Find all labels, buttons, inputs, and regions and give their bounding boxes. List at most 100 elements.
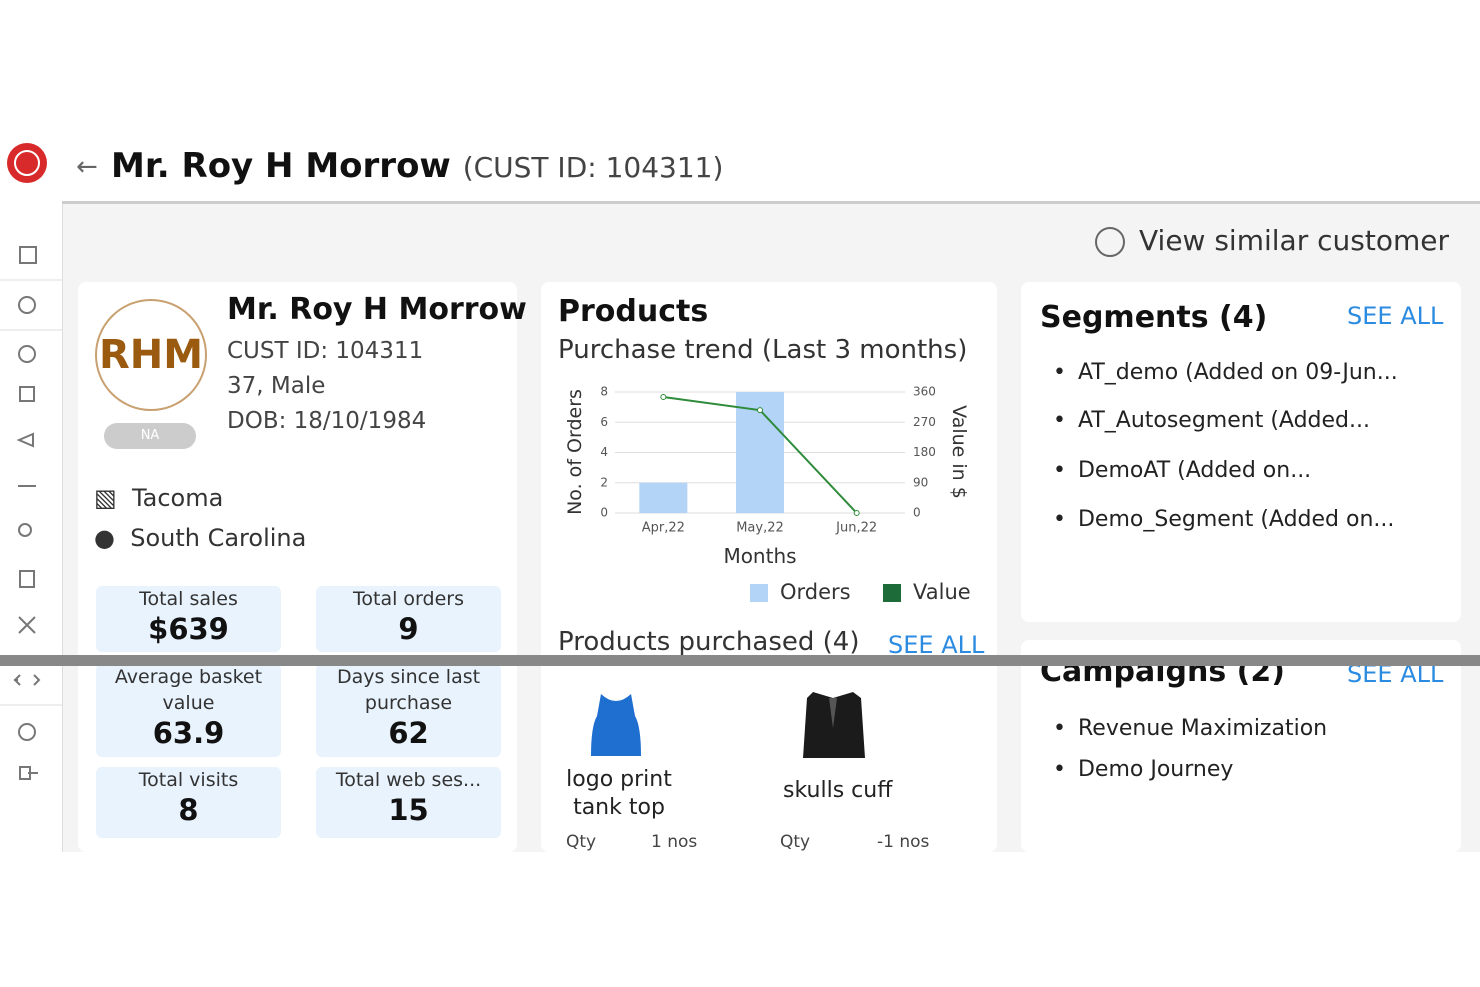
qty: -1 nos <box>877 832 930 852</box>
y2-axis-label: Value in $ <box>948 405 970 499</box>
product-name: logo print tank top <box>566 767 672 820</box>
x-tick-label: Apr,22 <box>642 521 685 536</box>
sidebar-icons <box>0 143 62 780</box>
segment-item: AT_demo (Added on 09-Jun... <box>1053 360 1398 385</box>
see-all[interactable]: SEE ALL <box>1347 302 1444 330</box>
stat-value: 9 <box>398 612 419 646</box>
sidebar <box>0 135 63 852</box>
capture-seam <box>0 655 1480 666</box>
legend-label: Orders <box>780 580 851 604</box>
product-image <box>591 694 641 756</box>
bar <box>639 482 688 513</box>
stat: Days since last purchase 62 <box>316 664 501 757</box>
segments-title: Segments (4) <box>1040 300 1268 335</box>
stat-value: 8 <box>178 793 199 827</box>
profile-age: 37, Male <box>227 373 326 399</box>
customer-id: (CUST ID: 104311) <box>462 151 724 184</box>
stat-value: $639 <box>148 612 229 646</box>
campaigns-card: Campaigns (2) SEE ALL Revenue Maximizati… <box>1021 640 1461 852</box>
y2-tick-label: 0 <box>913 506 921 520</box>
seam-cover <box>541 666 997 674</box>
icon <box>1095 227 1125 257</box>
stat: Total orders 9 <box>316 586 501 652</box>
stat-label: Total orders <box>353 588 464 610</box>
nav-icon[interactable] <box>16 432 34 448</box>
city-text: Tacoma <box>131 484 224 512</box>
nav-icon[interactable] <box>18 345 36 363</box>
segments-card: Segments (4) SEE ALL AT_demo (Added on 0… <box>1021 282 1461 622</box>
state-text: South Carolina <box>130 524 307 552</box>
legend-swatch <box>750 584 768 602</box>
stat: Total sales $639 <box>96 586 281 652</box>
x-axis-label: Months <box>723 544 796 568</box>
campaign-item: Demo Journey <box>1053 757 1233 782</box>
stat-value: 63.9 <box>152 716 225 750</box>
view-similar[interactable]: View similar customer <box>1095 224 1449 257</box>
logo[interactable] <box>7 143 47 183</box>
value-point <box>853 510 860 516</box>
nav-icon[interactable] <box>19 766 38 780</box>
y2-tick-label: 180 <box>913 445 936 459</box>
see-all[interactable]: SEE ALL <box>888 631 985 659</box>
profile-id: CUST ID: 104311 <box>227 338 424 364</box>
y-axis-label: No. of Orders <box>564 389 586 515</box>
segment-item: DemoAT (Added on... <box>1053 458 1311 483</box>
products-card: Products Purchase trend (Last 3 months) … <box>541 282 997 852</box>
y2-tick-label: 360 <box>913 385 936 399</box>
products-purchased-title: Products purchased (4) <box>558 627 860 657</box>
avatar: RHM <box>95 299 207 411</box>
nav-icon[interactable] <box>19 386 35 402</box>
y-tick-label: 2 <box>600 475 608 489</box>
nav-icon[interactable] <box>18 723 36 741</box>
city: ▧ Tacoma <box>94 484 224 512</box>
stat: Total visits 8 <box>96 767 281 838</box>
nav-icon[interactable] <box>18 296 36 314</box>
profile-name: Mr. Roy H Morrow <box>227 292 527 327</box>
product-image <box>803 692 865 758</box>
stat-value: 62 <box>388 716 429 750</box>
stat-label: Average basket value <box>114 666 263 714</box>
nav-icon[interactable] <box>19 246 37 264</box>
header-bar <box>62 135 1480 204</box>
x-tick-label: Jun,22 <box>835 521 877 536</box>
nav-icon[interactable] <box>19 570 35 588</box>
qty: 1 nos <box>651 832 698 852</box>
y2-tick-label: 270 <box>913 415 936 429</box>
segment-item: Demo_Segment (Added on... <box>1053 507 1394 532</box>
stat-label: Days since last purchase <box>336 666 481 714</box>
stat-label: Total sales <box>139 588 238 610</box>
legend-swatch <box>883 584 901 602</box>
nav-icon[interactable] <box>18 616 36 634</box>
segment-item: AT_Autosegment (Added... <box>1053 408 1370 433</box>
state: ● South Carolina <box>94 524 307 552</box>
value-point <box>757 407 763 414</box>
stat: Total web ses... 15 <box>316 767 501 838</box>
y-tick-label: 4 <box>600 445 608 459</box>
back-button[interactable]: ← <box>76 152 98 182</box>
y-tick-label: 6 <box>600 415 608 429</box>
chart: 0 2 4 6 8 0 90 180 270 360 No. of Orders Value in $… <box>564 385 971 605</box>
y-tick-label: 8 <box>600 385 608 399</box>
stat-label: Total visits <box>138 769 239 791</box>
nav-icon[interactable] <box>13 674 41 686</box>
qty-label: Qty <box>780 832 811 852</box>
customer-name: Mr. Roy H Morrow <box>111 146 451 186</box>
y2-tick-label: 90 <box>913 475 928 489</box>
campaign-item: Revenue Maximization <box>1053 716 1327 741</box>
products-title: Products <box>558 294 709 329</box>
profile-card: RHM NA Mr. Roy H Morrow CUST ID: 104311 … <box>78 282 527 852</box>
value-point <box>660 394 667 401</box>
nav-icon[interactable] <box>18 523 32 537</box>
product-name: skulls cuff <box>783 778 893 803</box>
qty-label: Qty <box>566 832 597 852</box>
legend-label: Value <box>913 580 971 604</box>
stat-label: Total web ses... <box>335 769 482 791</box>
badge: NA <box>104 423 196 449</box>
view-similar-text: View similar customer <box>1139 224 1449 257</box>
y-tick-label: 0 <box>600 506 608 520</box>
profile-dob: DOB: 18/10/1984 <box>227 408 427 434</box>
x-tick-label: May,22 <box>736 521 784 536</box>
stat-value: 15 <box>388 793 429 827</box>
chart-title: Purchase trend (Last 3 months) <box>558 335 968 365</box>
